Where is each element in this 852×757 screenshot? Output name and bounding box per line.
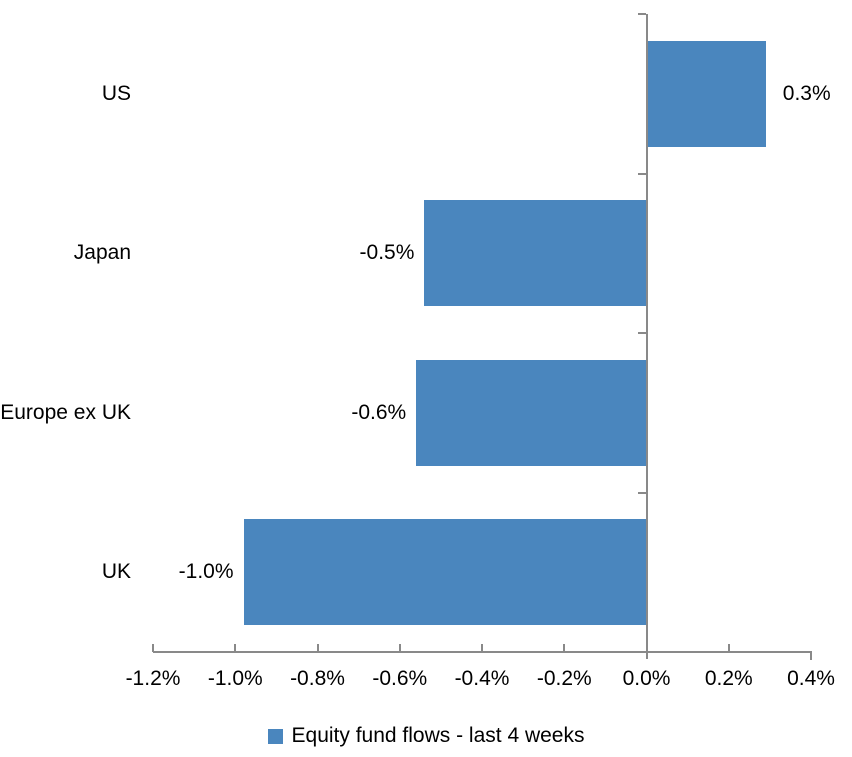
x-axis-tick-label: 0.2% (704, 667, 753, 690)
y-axis-tick (637, 491, 646, 494)
x-axis-tick-label: -0.2% (536, 667, 592, 690)
y-axis-tick (637, 651, 646, 653)
x-axis-tick (398, 644, 401, 652)
x-axis-tick-label: -0.8% (290, 667, 345, 690)
data-label: -0.5% (359, 241, 415, 265)
data-label: 0.3% (782, 81, 831, 105)
x-axis-tick (152, 644, 154, 652)
category-label: Japan (73, 241, 131, 265)
x-axis-tick (481, 644, 483, 652)
x-axis-tick-label: 0.4% (787, 667, 835, 690)
bar-europe-ex-uk (416, 359, 647, 466)
data-label: -1.0% (178, 560, 234, 584)
x-axis-tick-label: -0.6% (372, 667, 428, 690)
category-label: Europe ex UK (0, 400, 131, 424)
x-axis-tick-label: -1.0% (207, 667, 263, 690)
x-axis-tick (810, 653, 812, 660)
data-label: -0.6% (351, 400, 407, 424)
x-axis-tick (316, 644, 319, 652)
bar-uk (243, 519, 647, 626)
x-axis-tick (727, 644, 730, 652)
x-axis-tick (563, 644, 566, 652)
x-axis-tick (645, 644, 648, 652)
y-axis-tick (637, 13, 646, 15)
bar-us (646, 40, 766, 147)
legend-marker-square-icon (267, 728, 283, 744)
y-axis-tick (637, 172, 646, 175)
x-axis-line (153, 651, 812, 653)
x-axis-tick-label: 0.0% (622, 667, 671, 690)
legend-series-label: Equity fund flows - last 4 weeks (291, 724, 585, 747)
x-axis-tick-label: -0.4% (454, 667, 510, 690)
y-axis-line (645, 14, 648, 659)
bar-japan (424, 200, 647, 307)
y-axis-tick (637, 332, 646, 334)
x-axis-tick (234, 644, 237, 652)
legend: Equity fund flows - last 4 weeks (0, 722, 852, 750)
category-label: US (101, 81, 131, 105)
x-axis-tick-label: -1.2% (125, 667, 181, 690)
category-label: UK (101, 560, 131, 584)
